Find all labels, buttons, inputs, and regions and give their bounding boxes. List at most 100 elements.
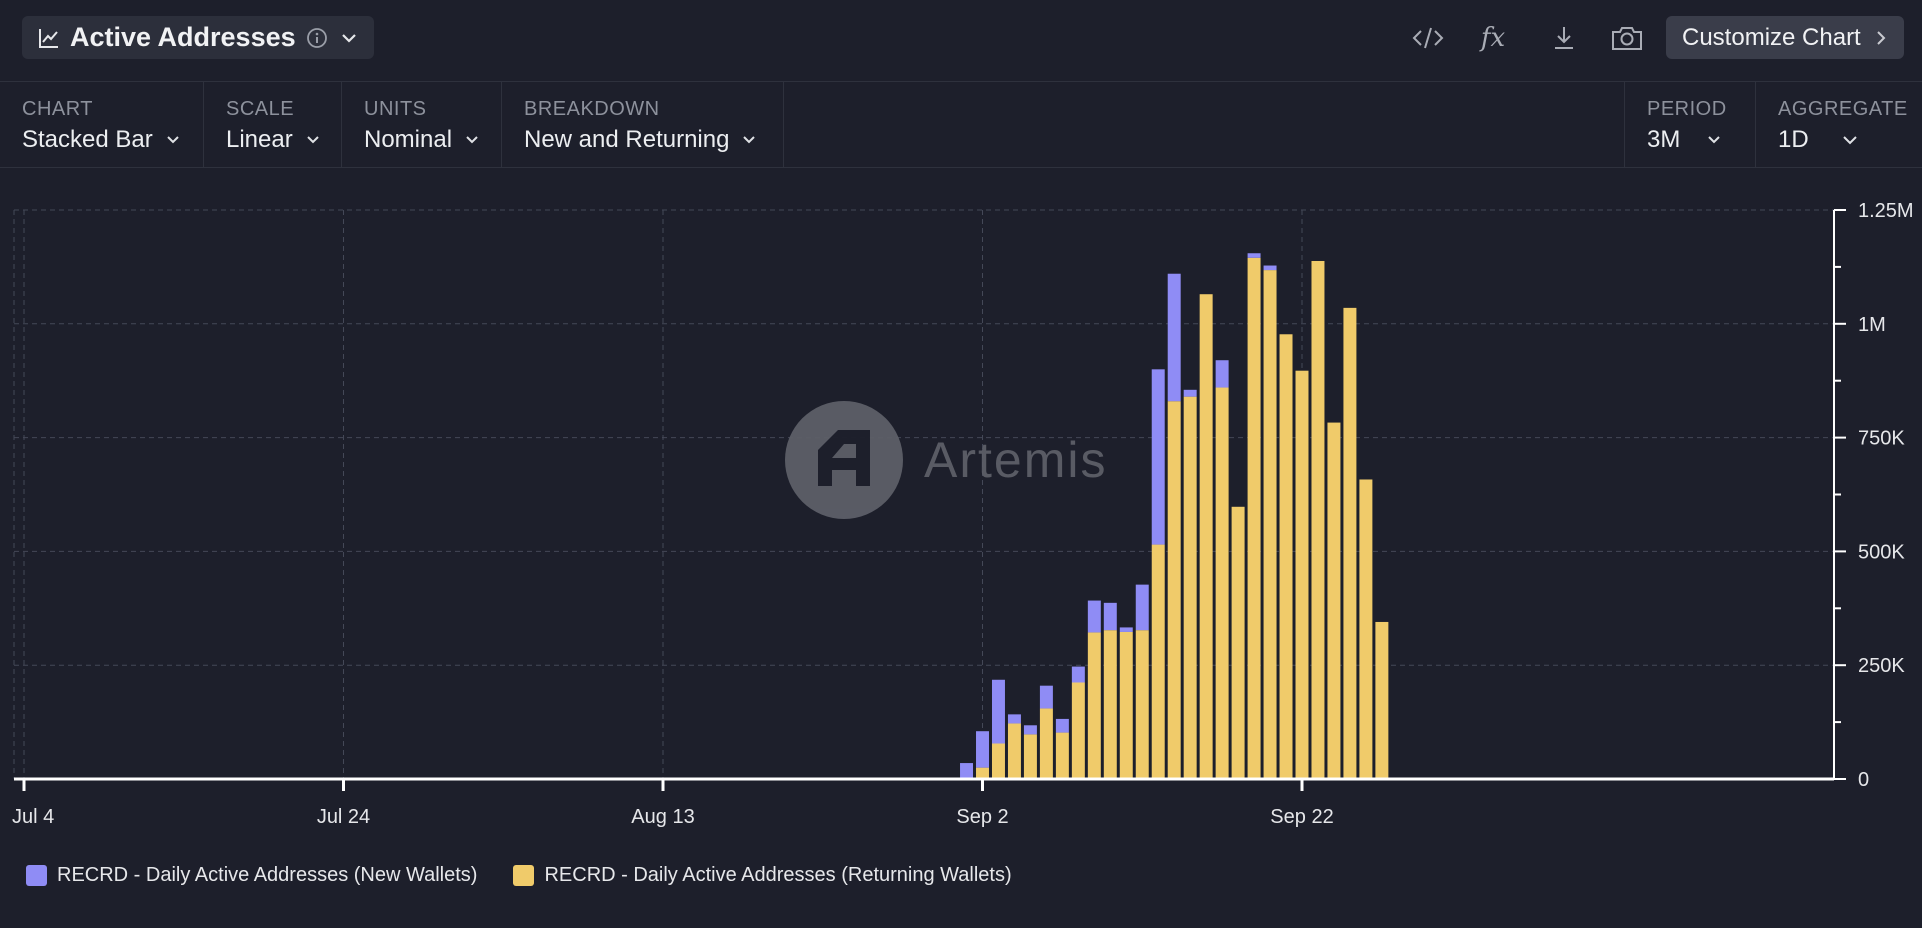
bar-returning[interactable] [1327, 422, 1341, 779]
chart-controls: CHART Stacked Bar SCALE Linear UNITS Nom… [0, 82, 1922, 168]
bar-series [960, 253, 1389, 779]
bar-returning[interactable] [1295, 370, 1309, 779]
x-tick-label: Sep 2 [956, 806, 1008, 828]
customize-chart-button[interactable]: Customize Chart [1666, 16, 1904, 59]
bar-new[interactable] [1103, 602, 1117, 631]
chart-header: Active Addresses fx Customi [0, 0, 1922, 82]
x-tick-label: Aug 13 [631, 806, 694, 828]
line-chart-icon [39, 28, 58, 48]
breakdown-label: BREAKDOWN [524, 98, 660, 120]
bar-new[interactable] [991, 679, 1005, 744]
aggregate-dropdown[interactable]: AGGREGATE 1D [1756, 82, 1922, 168]
page-title: Active Addresses [70, 22, 296, 52]
legend-item-new[interactable]: RECRD - Daily Active Addresses (New Wall… [26, 864, 477, 887]
bar-returning[interactable] [1071, 682, 1085, 779]
bar-new[interactable] [1007, 714, 1021, 724]
bar-new[interactable] [960, 763, 974, 779]
chevron-down-icon [466, 136, 478, 144]
watermark-text: Artemis [924, 432, 1107, 488]
download-button[interactable] [1544, 20, 1584, 56]
bar-returning[interactable] [1119, 631, 1133, 779]
legend-item-returning[interactable]: RECRD - Daily Active Addresses (Returnin… [513, 864, 1012, 887]
bar-new[interactable] [1055, 718, 1069, 733]
chevron-down-icon[interactable] [338, 27, 360, 49]
bar-new[interactable] [1167, 273, 1181, 402]
bar-new[interactable] [1071, 666, 1085, 683]
bar-returning[interactable] [1151, 544, 1165, 779]
bar-returning[interactable] [1183, 396, 1197, 779]
y-tick-label: 0 [1858, 769, 1869, 791]
chart-type-label: CHART [22, 98, 94, 120]
bar-new[interactable] [1247, 253, 1261, 258]
bar-returning[interactable] [1343, 307, 1357, 779]
chart-grid [13, 209, 1834, 779]
bar-returning[interactable] [1279, 334, 1293, 779]
chevron-right-icon [1877, 30, 1886, 45]
customize-chart-label: Customize Chart [1682, 23, 1861, 51]
camera-icon [1612, 27, 1642, 50]
info-icon[interactable] [306, 27, 328, 49]
chevron-down-icon [1842, 136, 1857, 145]
bar-returning[interactable] [1087, 632, 1101, 779]
bar-new[interactable] [1263, 265, 1277, 271]
bar-returning[interactable] [1167, 401, 1181, 779]
chevron-down-icon [743, 136, 756, 144]
download-icon [1555, 27, 1573, 49]
bar-returning[interactable] [1359, 479, 1373, 779]
breakdown-dropdown[interactable]: BREAKDOWN New and Returning [502, 82, 784, 168]
bar-returning[interactable] [1007, 723, 1021, 779]
legend-label-new: RECRD - Daily Active Addresses (New Wall… [57, 864, 478, 886]
aggregate-value: 1D [1778, 126, 1809, 153]
y-tick-label: 1.25M [1858, 200, 1914, 222]
bar-new[interactable] [976, 731, 989, 768]
formula-button[interactable]: fx [1473, 20, 1513, 56]
period-dropdown[interactable]: PERIOD 3M [1624, 82, 1756, 168]
y-tick-label: 750K [1858, 428, 1905, 450]
bar-new[interactable] [1151, 369, 1165, 545]
bar-returning[interactable] [1247, 257, 1261, 779]
bar-new[interactable] [1119, 627, 1133, 632]
screenshot-button[interactable] [1607, 20, 1647, 56]
bar-returning[interactable] [1311, 260, 1325, 779]
bar-returning[interactable] [1375, 621, 1389, 779]
chart-type-dropdown[interactable]: CHART Stacked Bar [0, 82, 204, 168]
x-tick-label: Jul 4 [12, 806, 54, 828]
stacked-bar-chart[interactable]: Artemis 0 250K 500K 750K 1M 1.25M Jul 4 Jul 24 A… [0, 168, 1922, 858]
bar-new[interactable] [1135, 584, 1149, 631]
artemis-watermark: Artemis [785, 401, 1107, 519]
scale-dropdown[interactable]: SCALE Linear [204, 82, 342, 168]
units-dropdown[interactable]: UNITS Nominal [342, 82, 502, 168]
bar-new[interactable] [1087, 600, 1101, 633]
bar-returning[interactable] [1231, 506, 1245, 779]
x-tick-label: Sep 22 [1270, 806, 1333, 828]
y-tick-label: 500K [1858, 541, 1905, 563]
breakdown-value: New and Returning [524, 126, 730, 153]
embed-code-button[interactable] [1408, 20, 1448, 56]
bar-returning[interactable] [1215, 387, 1229, 779]
scale-value: Linear [226, 126, 293, 153]
bar-returning[interactable] [1103, 630, 1117, 779]
bar-returning[interactable] [1055, 732, 1069, 779]
bar-returning[interactable] [1263, 270, 1277, 779]
bar-new[interactable] [1023, 725, 1037, 735]
bar-returning[interactable] [1199, 294, 1213, 779]
bar-returning[interactable] [976, 767, 989, 779]
units-value: Nominal [364, 126, 453, 153]
bar-returning[interactable] [1023, 734, 1037, 779]
period-value: 3M [1647, 126, 1681, 153]
aggregate-label: AGGREGATE [1778, 98, 1908, 120]
bar-returning[interactable] [991, 743, 1005, 779]
fx-icon: fx [1480, 23, 1506, 53]
bar-returning[interactable] [1135, 630, 1149, 779]
bar-returning[interactable] [1039, 708, 1053, 779]
y-tick-label: 250K [1858, 655, 1905, 677]
period-label: PERIOD [1647, 98, 1727, 120]
bar-new[interactable] [1039, 685, 1053, 709]
chevron-down-icon [167, 136, 179, 144]
bar-new[interactable] [1215, 360, 1229, 388]
chevron-down-icon [307, 136, 319, 144]
x-tick-label: Jul 24 [317, 806, 370, 828]
metric-selector[interactable]: Active Addresses [22, 16, 374, 59]
bar-new[interactable] [1183, 389, 1197, 397]
chart-axes: 0 250K 500K 750K 1M 1.25M Jul 4 Jul 24 Aug 13 Sep… [12, 200, 1914, 828]
